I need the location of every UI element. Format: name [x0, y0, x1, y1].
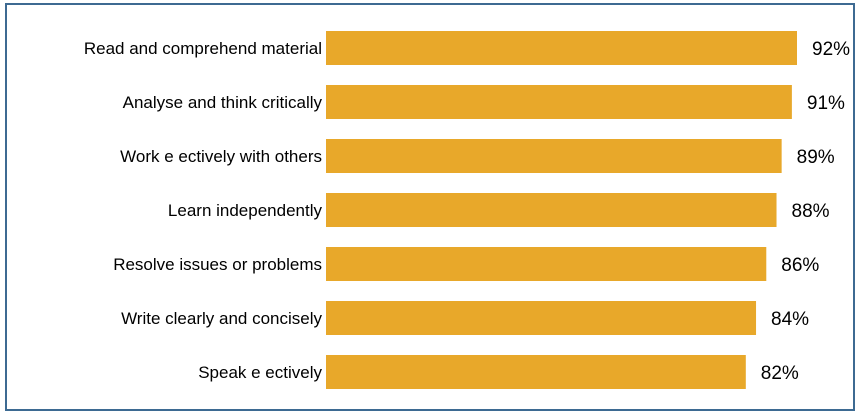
bar-1	[326, 85, 792, 119]
bar-2	[326, 139, 782, 173]
category-label-2: Work e ectively with others	[120, 147, 322, 166]
bar-0	[326, 31, 797, 65]
category-label-1: Analyse and think critically	[123, 93, 323, 112]
category-label-6: Speak e ectively	[198, 363, 322, 382]
value-label-0: 92%	[812, 39, 850, 60]
value-label-5: 84%	[771, 309, 809, 330]
value-label-3: 88%	[792, 201, 830, 222]
bar-4	[326, 247, 767, 281]
bar-3	[326, 193, 777, 227]
value-label-4: 86%	[781, 255, 819, 276]
category-label-4: Resolve issues or problems	[113, 255, 322, 274]
bar-6	[326, 355, 746, 389]
value-label-2: 89%	[797, 147, 835, 168]
value-label-1: 91%	[807, 93, 845, 114]
category-label-3: Learn independently	[168, 201, 323, 220]
bar-5	[326, 301, 757, 335]
category-label-5: Write clearly and concisely	[121, 309, 322, 328]
value-label-6: 82%	[761, 363, 799, 384]
category-label-0: Read and comprehend material	[84, 39, 322, 58]
